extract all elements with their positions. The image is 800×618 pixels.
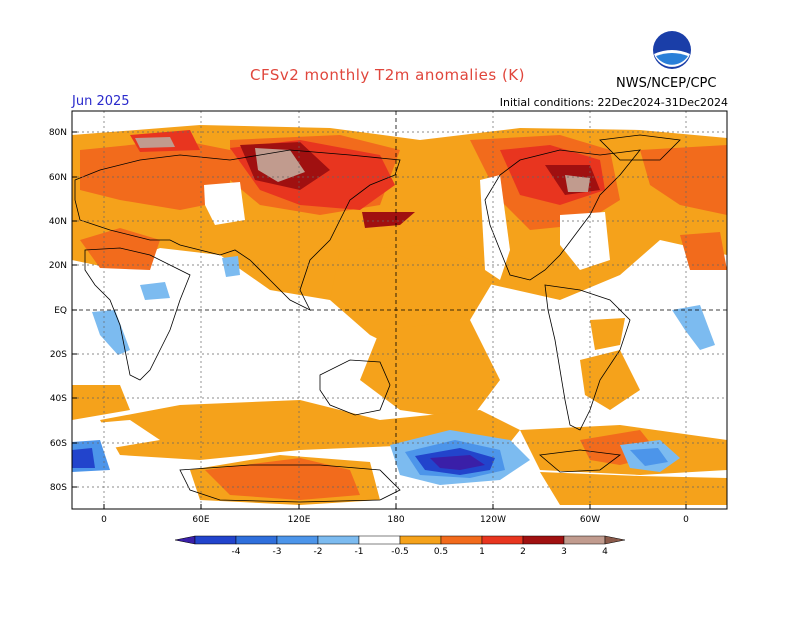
anomaly-fields: [72, 125, 727, 505]
lat-tick-label: 80S: [50, 483, 67, 493]
colorbar-swatch: [481, 535, 524, 545]
colorbar-tick-label: -3: [273, 547, 282, 557]
colorbar-swatch: [522, 535, 565, 545]
lat-tick-label: 40N: [49, 217, 67, 227]
colorbar-tick-label: 0.5: [434, 547, 448, 557]
lon-tick-label: 60W: [580, 515, 600, 525]
colorbar-tick-label: 3: [561, 547, 567, 557]
map-title: CFSv2 monthly T2m anomalies (K): [250, 66, 525, 84]
colorbar-arrow-low: [174, 535, 196, 545]
lat-tick-label: 60N: [49, 173, 67, 183]
noaa-logo: [653, 31, 691, 69]
colorbar-swatch: [399, 535, 442, 545]
lat-tick-label: 20N: [49, 261, 67, 271]
colorbar-tick-label: -4: [232, 547, 241, 557]
agency-label: NWS/NCEP/CPC: [616, 76, 717, 91]
forecast-month: Jun 2025: [72, 94, 130, 109]
colorbar-swatch: [317, 535, 360, 545]
longitude-ticks: 0 60E 120E 180 120W 60W 0: [101, 504, 689, 525]
colorbar-tick-label: 2: [520, 547, 526, 557]
colorbar-tick-label: -2: [314, 547, 323, 557]
colorbar-swatch: [563, 535, 606, 545]
lat-tick-label: 20S: [50, 350, 67, 360]
lat-tick-label: EQ: [54, 306, 67, 316]
lon-tick-label: 120E: [288, 515, 311, 525]
initial-conditions: Initial conditions: 22Dec2024-31Dec2024: [499, 96, 728, 109]
colorbar-swatch: [358, 535, 401, 545]
lat-tick-label: 80N: [49, 128, 67, 138]
colorbar-swatch: [276, 535, 319, 545]
lon-tick-label: 180: [387, 515, 404, 525]
colorbar-swatch: [440, 535, 483, 545]
lat-tick-label: 40S: [50, 394, 67, 404]
colorbar-tick-label: 4: [602, 547, 608, 557]
lat-tick-label: 60S: [50, 439, 67, 449]
lon-tick-label: 0: [101, 515, 107, 525]
lon-tick-label: 120W: [480, 515, 506, 525]
colorbar-tick-label: 1: [479, 547, 485, 557]
colorbar-arrow-high: [604, 535, 626, 545]
grid-lines: [72, 111, 727, 509]
colorbar-swatch: [235, 535, 278, 545]
colorbar: -4 -3 -2 -1 -0.5 0.5 1 2 3 4: [174, 535, 626, 557]
latitude-ticks: 80N 60N 40N 20N EQ 20S 40S 60S 80S: [49, 128, 77, 493]
colorbar-tick-label: -0.5: [391, 547, 409, 557]
lon-tick-label: 0: [683, 515, 689, 525]
colorbar-swatch: [194, 535, 237, 545]
colorbar-tick-label: -1: [355, 547, 364, 557]
lon-tick-label: 60E: [192, 515, 209, 525]
